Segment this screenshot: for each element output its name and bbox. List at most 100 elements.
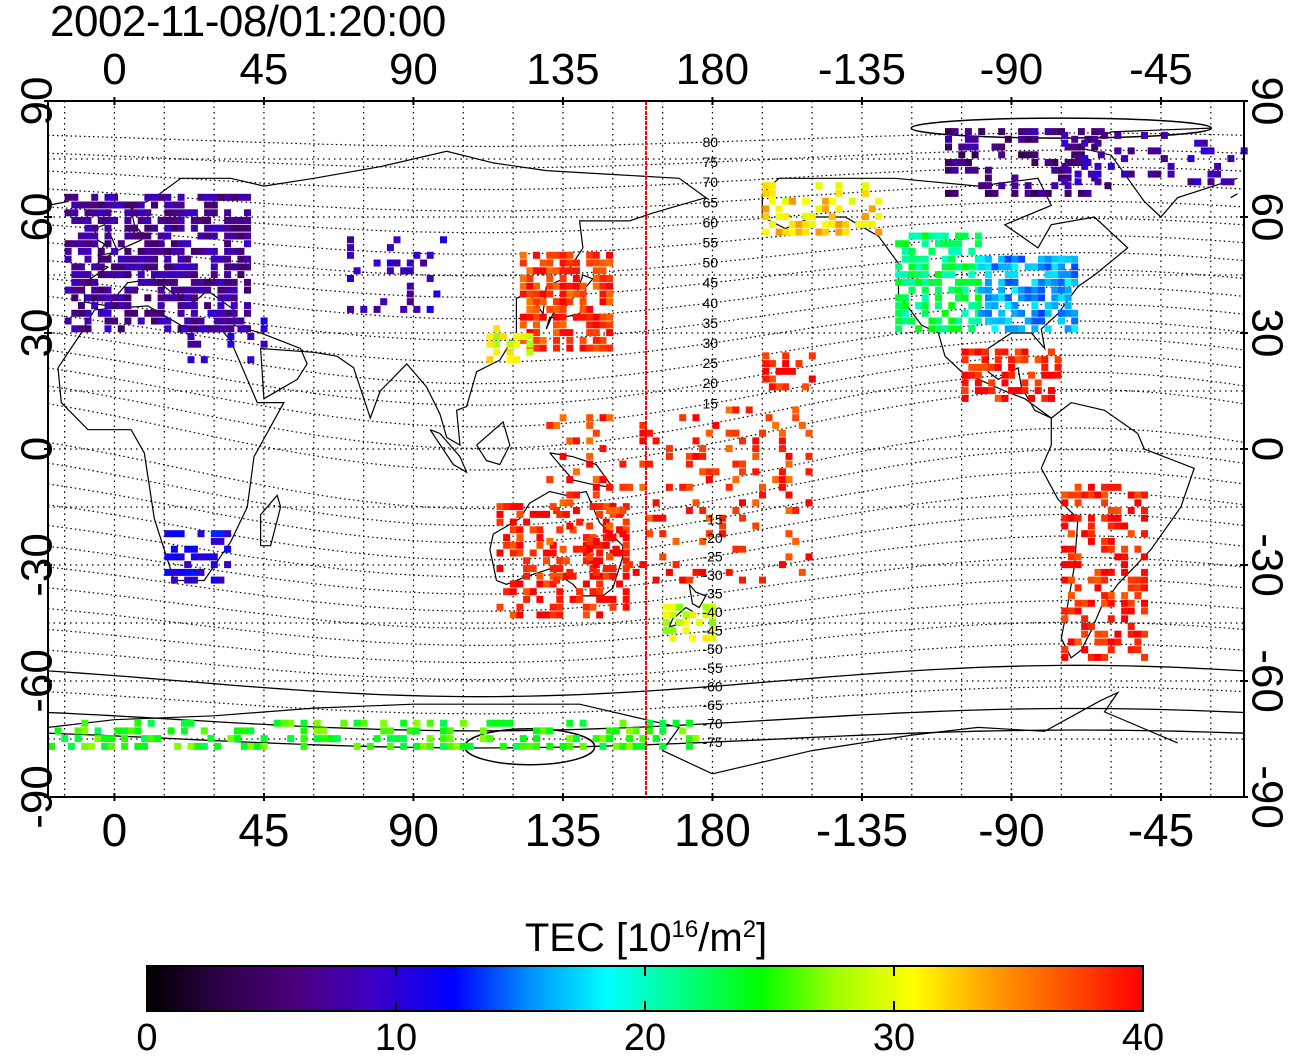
tec-cell [984, 309, 992, 317]
tec-cell [1061, 178, 1069, 186]
tec-cell [1160, 131, 1168, 139]
tec-cell [137, 201, 145, 209]
tec-cell [1038, 263, 1045, 271]
tec-cell [420, 259, 428, 267]
tec-cell [562, 557, 570, 565]
tec-cell [519, 251, 527, 259]
tec-cell [523, 588, 531, 596]
tec-cell [619, 507, 627, 514]
tec-cell [446, 735, 454, 743]
tec-cell [553, 321, 560, 329]
tec-cell [592, 336, 600, 344]
tec-cell [1038, 317, 1045, 325]
tec-cell [689, 634, 697, 642]
tec-cell [546, 259, 554, 267]
tec-cell [1074, 599, 1082, 607]
tec-cell [197, 278, 205, 286]
tec-cell [752, 499, 760, 507]
tec-cell [486, 356, 494, 364]
tec-cell [177, 255, 185, 263]
tec-cell [67, 742, 75, 750]
tec-cell [164, 247, 172, 255]
tec-cell [1071, 325, 1079, 333]
tec-cell [1094, 653, 1102, 661]
tec-cell [562, 510, 570, 518]
tec-cell [111, 294, 119, 302]
tec-cell [672, 537, 680, 545]
tec-cell [908, 271, 916, 279]
tec-cell [1044, 278, 1052, 286]
tec-cell [64, 209, 72, 217]
tec-cell [586, 251, 594, 259]
tec-cell [244, 217, 251, 224]
tec-cell [1004, 135, 1012, 143]
colorbar-title-main: TEC [10 [524, 916, 672, 960]
tec-cell [1048, 394, 1055, 402]
tec-cell [71, 193, 79, 201]
tec-cell [968, 317, 976, 325]
tec-cell [622, 565, 630, 572]
tec-cell [131, 201, 139, 209]
tec-cell [1077, 189, 1085, 197]
tec-cell [237, 317, 245, 325]
contour-label: -55 [702, 660, 722, 676]
tec-cell [582, 541, 590, 549]
tec-cell [499, 742, 507, 750]
tec-cell [606, 735, 614, 743]
tec-cell [144, 209, 152, 217]
tec-cell [164, 278, 172, 286]
tec-cell [519, 742, 527, 750]
y-tick-label-right: -90 [1243, 765, 1292, 829]
tec-cell [1121, 615, 1129, 623]
tec-cell [572, 545, 580, 553]
tec-cell [1071, 271, 1079, 279]
tec-cell [137, 232, 145, 240]
tec-cell [556, 595, 564, 603]
tec-cell [1087, 623, 1095, 630]
tec-cell [762, 367, 770, 375]
tec-cell [84, 294, 92, 302]
tec-cell [921, 255, 929, 263]
tec-cell [237, 255, 245, 263]
tec-cell [536, 526, 544, 534]
tec-cell [602, 541, 610, 549]
tec-cell [513, 333, 521, 340]
tick-bottom [1010, 793, 1013, 801]
tec-cell [1114, 514, 1122, 522]
tec-cell [1004, 263, 1012, 271]
tec-cell [1081, 599, 1089, 607]
tec-cell [1107, 615, 1115, 623]
tec-cell [486, 333, 494, 340]
tec-cell [77, 325, 85, 333]
tec-cell [503, 588, 511, 596]
tec-cell [523, 557, 531, 565]
tec-cell [1121, 155, 1129, 163]
tec-cell [556, 526, 564, 534]
tec-cell [177, 302, 185, 310]
tec-cell [705, 514, 713, 522]
tec-cell [599, 298, 607, 306]
tec-cell [685, 576, 693, 584]
tec-cell [1058, 278, 1065, 286]
tec-cell [71, 294, 79, 302]
tec-cell [224, 217, 232, 224]
tec-cell [227, 735, 235, 743]
tec-cell [1107, 514, 1115, 522]
tec-cell [1001, 371, 1009, 379]
tec-cell [1200, 147, 1208, 155]
tec-cell [184, 255, 192, 263]
tec-cell [1004, 278, 1012, 286]
tec-cell [546, 421, 554, 429]
tec-cell [596, 549, 604, 557]
tec-cell [184, 561, 192, 569]
tec-cell [569, 526, 577, 534]
tec-cell [287, 735, 295, 743]
tec-cell [77, 309, 85, 317]
tec-cell [768, 182, 776, 190]
tec-cell [493, 333, 501, 340]
tec-cell [592, 561, 600, 569]
tec-cell [71, 286, 79, 294]
tec-cell [669, 611, 677, 619]
tec-cell [579, 282, 587, 290]
tec-cell [553, 507, 560, 514]
